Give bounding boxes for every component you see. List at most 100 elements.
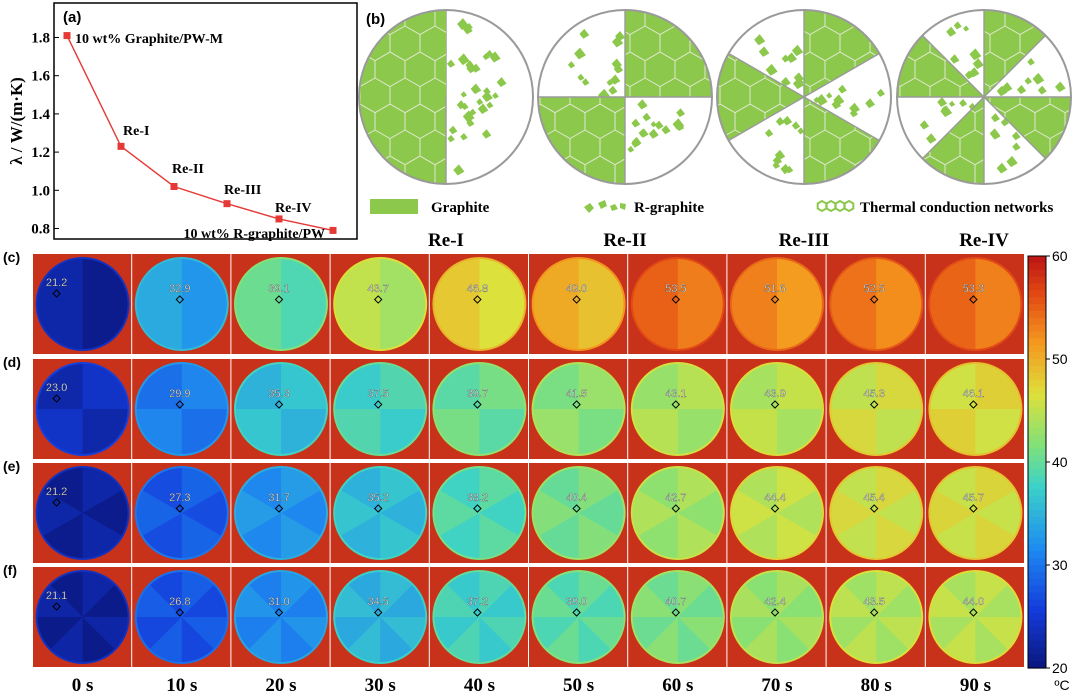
- thermal-frame: 31.7: [231, 463, 330, 563]
- colorbar-tick-label: 50: [1052, 351, 1068, 367]
- r-graphite-sector: [765, 115, 805, 175]
- row-tag: (e): [3, 458, 20, 474]
- thermal-frame: 43.9: [727, 359, 826, 459]
- temperature-readout: 35.2: [367, 492, 388, 504]
- measure-point-marker: [869, 608, 879, 617]
- y-axis-label: λ / W/(m·K): [7, 77, 26, 165]
- row-tag: (f): [3, 562, 17, 578]
- time-label: 50 s: [563, 675, 594, 696]
- thermal-row: (d) 23.0 29.9 35.3 37.5 39.7 41.5 43.1 43.9 45.3 4…: [3, 354, 1024, 459]
- thermal-frame: 42.7: [628, 463, 727, 563]
- temperature-readout: 44.0: [963, 596, 984, 608]
- thermal-frame: 45.4: [826, 463, 925, 563]
- point-label: 10 wt% Graphite/PW-M: [75, 32, 223, 47]
- measure-point-marker: [969, 608, 978, 617]
- point-labels: 10 wt% Graphite/PW-M Re-I Re-II Re-III Re-IV…: [75, 32, 325, 242]
- thermal-row: (e) 21.2 27.3 31.7 35.2 38.2 40.4 42.7 44.4 45.4 4…: [3, 458, 1024, 563]
- temperature-readout: 53.3: [963, 283, 984, 295]
- measure-point-marker: [869, 504, 879, 513]
- thermal-frame: 52.5: [826, 254, 925, 354]
- temperature-readout: 45.7: [963, 492, 984, 504]
- temperature-readout: 27.3: [169, 492, 190, 504]
- r-graphite-sector: [754, 34, 805, 90]
- time-label: 20 s: [265, 675, 296, 696]
- hex-network: [922, 97, 984, 184]
- temperature-readout: 51.6: [764, 283, 785, 295]
- measure-point-marker: [770, 295, 780, 304]
- thermal-frame: 46.1: [925, 359, 1024, 459]
- measure-point-marker: [770, 504, 780, 513]
- measure-point-marker: [175, 504, 185, 513]
- colorbar-unit: ºC: [1054, 677, 1069, 693]
- thermal-frame: 35.2: [330, 463, 429, 563]
- data-point: [329, 226, 337, 234]
- thermal-frame: 53.3: [925, 254, 1024, 354]
- temperature-readout: 31.0: [268, 596, 289, 608]
- thermal-row: (f) 21.1 26.8 31.0 34.5 37.2 39.0 40.7 42.4 43.5 4…: [3, 562, 1024, 667]
- temperature-readout: 32.9: [169, 283, 190, 295]
- thermal-frame: 44.0: [925, 567, 1024, 667]
- measure-point-marker: [671, 608, 681, 617]
- panel-a-frame: [53, 2, 358, 240]
- time-label: 60 s: [662, 675, 693, 696]
- measure-point-marker: [373, 608, 383, 617]
- thermal-frame: 38.2: [429, 463, 528, 563]
- measure-point-marker: [175, 400, 185, 409]
- schematic-disks: Re-I Re-II Re-III Re-IV: [358, 9, 1072, 251]
- measure-point-marker: [671, 504, 681, 513]
- series-line: [66, 35, 334, 232]
- disk-label: Re-I: [428, 230, 464, 251]
- colorbar-tick-label: 20: [1052, 660, 1068, 676]
- colorbar-tick-label: 30: [1052, 557, 1068, 573]
- temperature-readout: 52.5: [863, 283, 884, 295]
- hex-network: [359, 10, 446, 184]
- time-label: 0 s: [72, 675, 94, 696]
- hex-network: [717, 53, 804, 141]
- hex-network: [538, 97, 625, 184]
- r-graphite-legend-icon: [584, 200, 626, 213]
- thermal-frame: 34.5: [330, 567, 429, 667]
- panel-a-chart: (a) 0.8 1.0 1.2 1.4 1.6 1.8 λ / W/(m·K) 10 wt…: [7, 2, 358, 242]
- thermal-frame: 53.5: [628, 254, 727, 354]
- thermal-frame: 46.8: [429, 254, 528, 354]
- measure-point-marker: [52, 289, 61, 298]
- point-label: Re-II: [172, 162, 204, 177]
- hex-network: [984, 97, 1071, 159]
- data-point: [117, 142, 125, 150]
- time-label: 30 s: [365, 675, 396, 696]
- temperature-readout: 43.1: [665, 388, 686, 400]
- temperature-colorbar: 20 30 40 50 60 ºC: [1027, 248, 1070, 693]
- point-label: 10 wt% R-graphite/PW: [183, 227, 325, 242]
- y-tick-label: 0.8: [31, 222, 50, 238]
- time-label: 70 s: [761, 675, 792, 696]
- measure-point-marker: [869, 400, 879, 409]
- disk-label: Re-III: [779, 230, 830, 251]
- disk-outline: [716, 9, 892, 185]
- data-point: [170, 182, 178, 190]
- thermal-frame: 43.7: [330, 254, 429, 354]
- thermal-frame: 39.7: [429, 359, 528, 459]
- thermal-frame: 32.9: [132, 254, 231, 354]
- measure-point-marker: [572, 504, 581, 513]
- panel-a-tag: (a): [63, 9, 81, 26]
- measure-point-marker: [969, 504, 978, 513]
- thermal-frame: 43.1: [628, 359, 727, 459]
- y-tick-label: 1.0: [31, 183, 50, 199]
- measure-point-marker: [572, 295, 581, 304]
- schematic-legend: Graphite R-graphite Thermal conduction n…: [370, 199, 1054, 216]
- measure-point-marker: [175, 295, 185, 304]
- thermal-network-legend-label: Thermal conduction networks: [860, 200, 1054, 216]
- measure-point-marker: [175, 608, 185, 617]
- thermal-frame: 45.3: [826, 359, 925, 459]
- measure-point-marker: [770, 400, 780, 409]
- temperature-readout: 53.5: [665, 283, 686, 295]
- thermal-frame: 35.3: [231, 359, 330, 459]
- data-point: [275, 215, 283, 223]
- r-graphite-sector: [946, 21, 984, 80]
- conductivity-series: [63, 32, 337, 234]
- temperature-readout: 39.0: [566, 596, 587, 608]
- thermal-frame: 21.1: [33, 567, 132, 667]
- panel-b-tag: (b): [366, 11, 385, 28]
- measure-point-marker: [969, 400, 978, 409]
